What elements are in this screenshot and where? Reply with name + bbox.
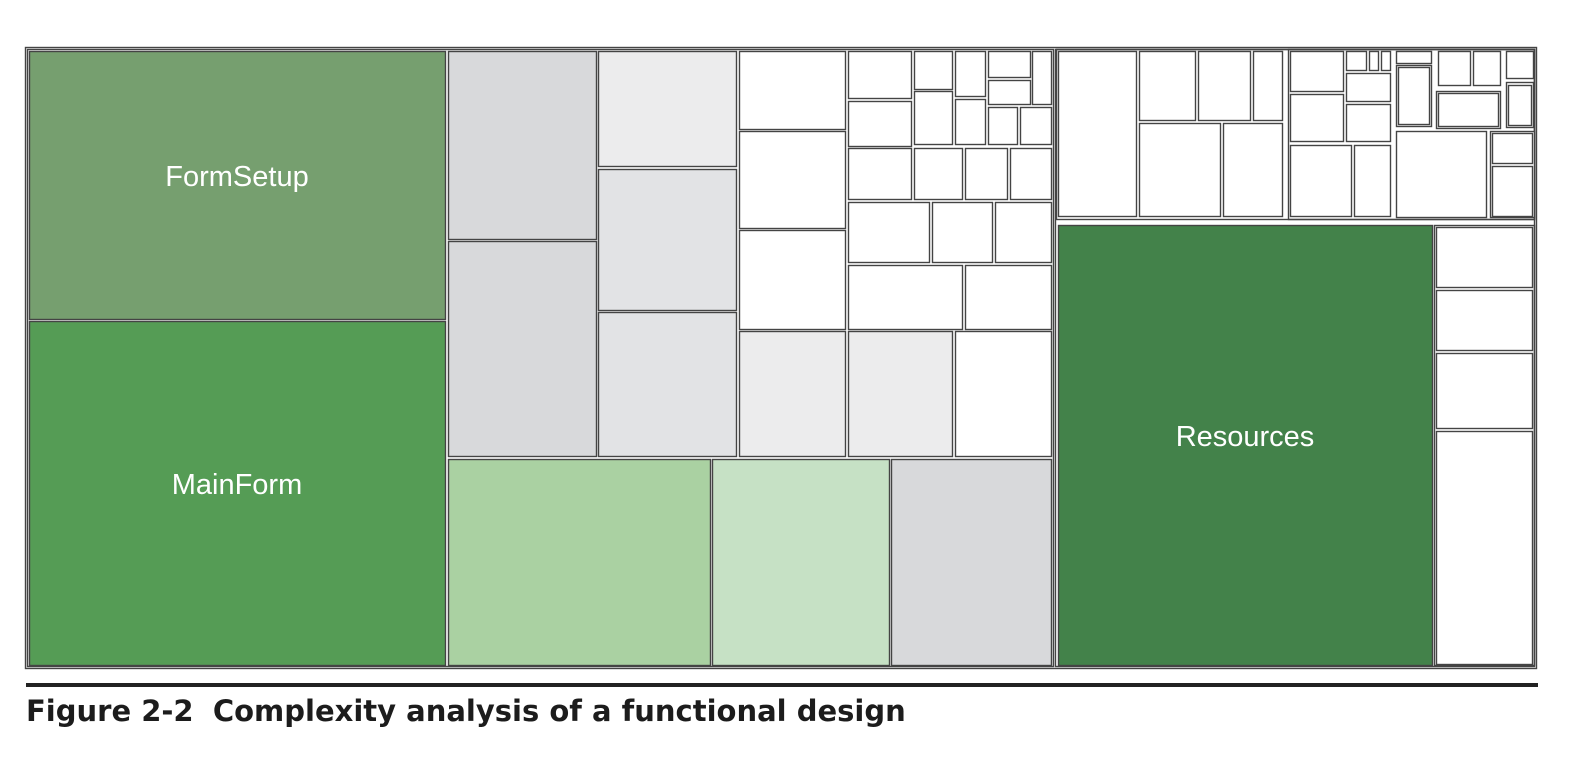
treemap-cell-5 (597, 311, 738, 458)
treemap-cell-15 (847, 50, 913, 100)
treemap-cell-45 (1345, 72, 1392, 103)
cell-mainform (28, 320, 447, 667)
group-left (26, 48, 1055, 668)
treemap-cell-20 (1031, 50, 1053, 106)
treemap-cell-4 (597, 168, 738, 312)
treemap-cell-33 (847, 264, 964, 331)
treemap-cell-67 (1435, 430, 1534, 666)
treemap-cell-31 (931, 201, 994, 264)
treemap-cell-50 (1395, 50, 1433, 65)
treemap-cell-62 (1491, 132, 1534, 165)
treemap-cell-37 (1197, 50, 1252, 122)
treemap-cell-3 (597, 50, 738, 168)
treemap-cell-60 (1395, 130, 1488, 219)
treemap-cell-6 (447, 458, 712, 667)
treemap-cell-14 (954, 330, 1053, 458)
cell-resources (1057, 224, 1434, 667)
treemap-cell-43 (1368, 50, 1380, 72)
treemap-cell-42 (1345, 50, 1368, 72)
treemap-cell-19 (987, 79, 1032, 106)
label-resources: Resources (1176, 421, 1315, 453)
treemap-cell-11 (738, 229, 847, 331)
cell-formsetup (28, 50, 447, 321)
treemap-cell-59 (1507, 84, 1533, 127)
treemap-cell-39 (1138, 122, 1222, 218)
treemap-cell-29 (1009, 147, 1053, 201)
treemap-cell-30 (847, 201, 931, 264)
treemap-cell-63 (1491, 165, 1534, 218)
treemap-cell-1 (447, 50, 598, 241)
treemap-cell-38 (1252, 50, 1284, 122)
treemap-cell-44 (1380, 50, 1392, 72)
label-mainform: MainForm (172, 469, 303, 501)
treemap-cell-9 (738, 50, 847, 131)
figure-number: Figure 2-2 (26, 694, 194, 728)
treemap-cell-24 (987, 106, 1019, 146)
treemap-cell-64 (1435, 226, 1534, 289)
treemap-cell-48 (1289, 144, 1353, 218)
treemap-cell-28 (964, 147, 1009, 201)
treemap-cell-65 (1435, 289, 1534, 352)
treemap-cell-36 (1138, 50, 1197, 122)
treemap-cell-54 (1472, 50, 1502, 87)
treemap-cell-66 (1435, 352, 1534, 430)
treemap-cell-34 (964, 264, 1053, 331)
treemap-cell-2 (447, 240, 598, 458)
treemap-cell-47 (1345, 103, 1392, 143)
treemap-cell-55 (1505, 50, 1535, 80)
treemap-frame (24, 46, 1538, 670)
treemap: FormSetup MainForm Resources (24, 46, 1538, 670)
treemap-cell-27 (913, 147, 964, 201)
treemap-cell-40 (1222, 122, 1284, 218)
treemap-cell-8 (890, 458, 1053, 667)
group-right-strip (1433, 224, 1536, 667)
label-formsetup: FormSetup (165, 161, 308, 193)
treemap-cell-57 (1437, 92, 1500, 128)
treemap-cell-49 (1353, 144, 1392, 218)
treemap-cell-53 (1437, 50, 1472, 87)
treemap-cell-17 (954, 50, 987, 98)
figure-title: Complexity analysis of a functional desi… (212, 694, 906, 728)
treemap-cell-22 (913, 90, 954, 146)
figure-caption: Figure 2-2 Complexity analysis of a func… (26, 694, 906, 728)
treemap-cell-35 (1057, 50, 1138, 218)
treemap-cell-18 (987, 50, 1032, 79)
treemap-cell-41 (1289, 50, 1345, 93)
treemap-cell-32 (994, 201, 1053, 264)
treemap-cell-25 (1019, 106, 1053, 146)
treemap-cell-52 (1397, 66, 1431, 126)
treemap-cell-7 (711, 458, 891, 667)
treemap-cell-23 (954, 98, 987, 146)
treemap-cell-16 (913, 50, 954, 91)
caption-rule (26, 683, 1538, 687)
treemap-cell-12 (738, 330, 847, 458)
treemap-cell-46 (1289, 93, 1345, 143)
treemap-cell-26 (847, 147, 913, 201)
treemap-cell-21 (847, 100, 913, 148)
treemap-cell-13 (847, 330, 954, 458)
treemap-cell-10 (738, 130, 847, 230)
